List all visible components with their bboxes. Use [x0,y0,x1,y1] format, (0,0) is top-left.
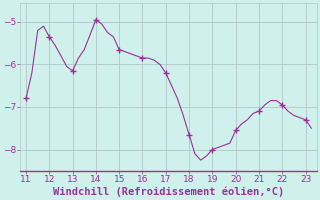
X-axis label: Windchill (Refroidissement éolien,°C): Windchill (Refroidissement éolien,°C) [53,187,284,197]
